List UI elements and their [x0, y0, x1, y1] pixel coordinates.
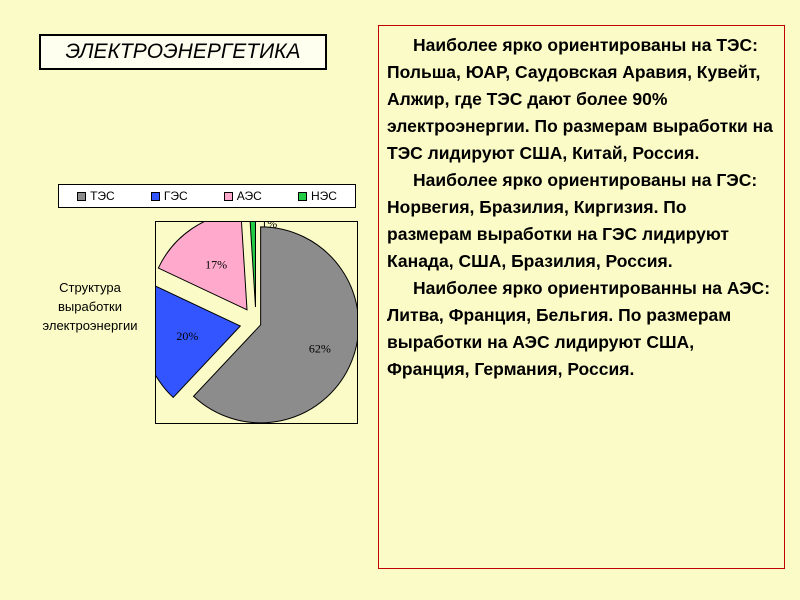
label-aes: 17%: [205, 257, 227, 271]
slice-aes: [157, 222, 248, 311]
legend-item-tes: ТЭС: [77, 189, 115, 203]
pie-chart-frame: 62% 20% 17% 1%: [155, 221, 358, 424]
slice-ges: [156, 285, 242, 399]
label-nes: 1%: [261, 222, 277, 231]
text-panel: Наиболее ярко ориентированы на ТЭС: Поль…: [378, 25, 785, 569]
chart-caption: Структура выработки электроэнергии: [42, 280, 138, 333]
paragraph-ges-lead: Наиболее ярко ориентированы на ГЭС:: [413, 170, 758, 190]
title-box: ЭЛЕКТРОЭНЕРГЕТИКА: [39, 34, 327, 70]
legend-label-tes: ТЭС: [90, 189, 115, 203]
legend-swatch-ges: [150, 191, 160, 201]
paragraph-tes: Наиболее ярко ориентированы на ТЭС: Поль…: [387, 32, 774, 167]
legend-swatch-nes: [297, 191, 307, 201]
legend-label-aes: АЭС: [236, 189, 262, 203]
legend-item-nes: НЭС: [297, 189, 337, 203]
paragraph-tes-lead: Наиболее ярко ориентированы на ТЭС:: [413, 35, 758, 55]
legend-label-nes: НЭС: [310, 189, 337, 203]
paragraph-aes-lead: Наиболее ярко ориентированны на АЭС:: [413, 278, 771, 298]
paragraph-aes: Наиболее ярко ориентированны на АЭС: Лит…: [387, 275, 774, 383]
label-tes: 62%: [309, 341, 331, 355]
page-title: ЭЛЕКТРОЭНЕРГЕТИКА: [65, 40, 301, 63]
legend-item-aes: АЭС: [223, 189, 262, 203]
legend-swatch-tes: [77, 191, 87, 201]
paragraph-aes-body: Литва, Франция, Бельгия. По размерам выр…: [387, 305, 732, 379]
paragraph-ges-body: Норвегия, Бразилия, Киргизия. По размера…: [387, 197, 729, 271]
paragraph-tes-body: Польша, ЮАР, Саудовская Аравия, Кувейт, …: [387, 62, 773, 163]
paragraph-ges: Наиболее ярко ориентированы на ГЭС: Норв…: [387, 167, 774, 275]
legend-item-ges: ГЭС: [150, 189, 188, 203]
pie-chart: 62% 20% 17% 1%: [156, 222, 357, 423]
legend-label-ges: ГЭС: [163, 189, 188, 203]
chart-legend: ТЭС ГЭС АЭС НЭС: [58, 184, 356, 208]
slice-nes: [249, 222, 256, 308]
label-ges: 20%: [176, 329, 198, 343]
legend-swatch-aes: [223, 191, 233, 201]
slice-tes: [192, 226, 357, 423]
